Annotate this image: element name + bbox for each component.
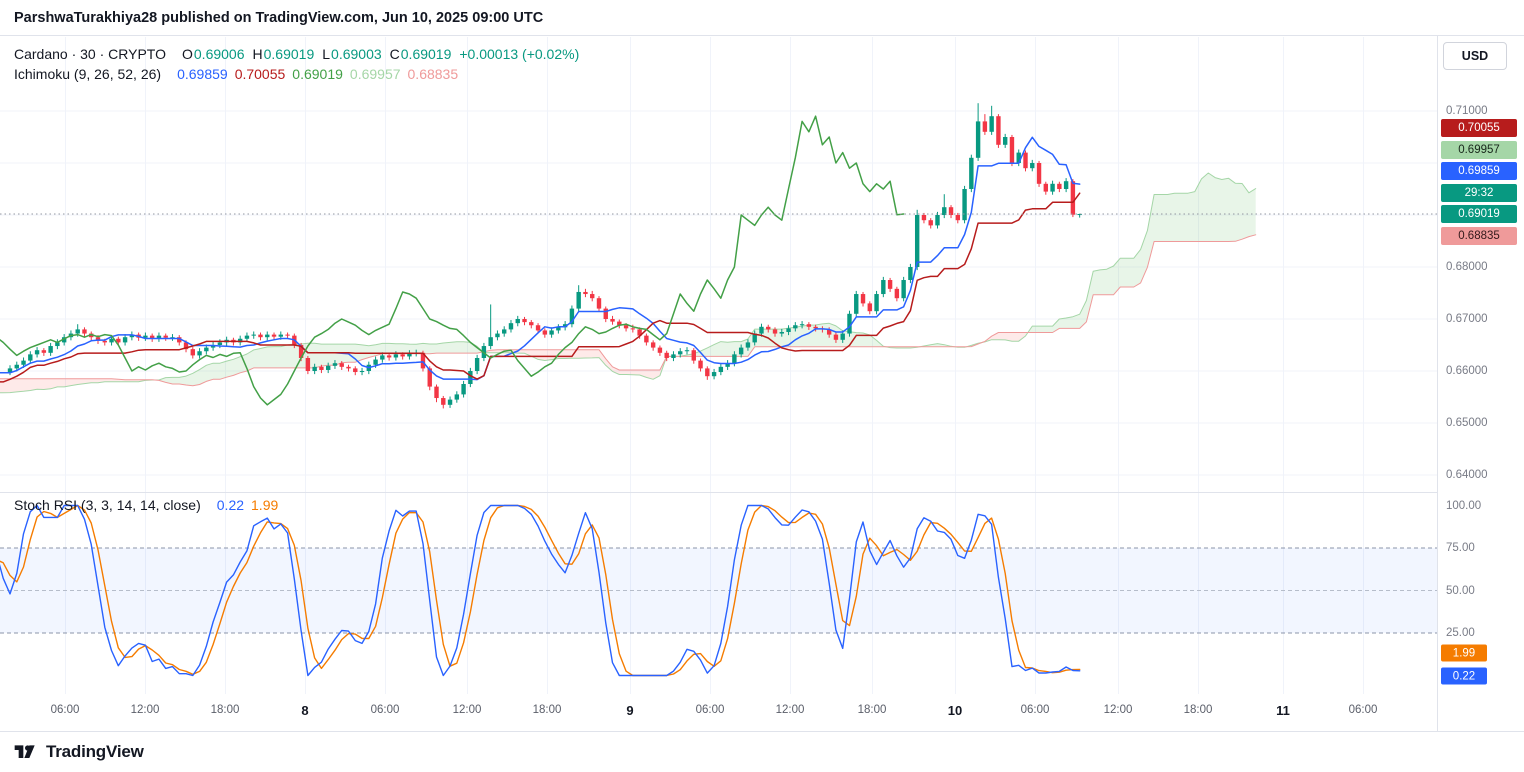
time-tick-day: 9 [626,703,634,718]
stoch-badge: 0.22 [1441,667,1487,685]
time-tick: 06:00 [695,704,725,716]
time-tick: 06:00 [1020,704,1050,716]
time-tick: 12:00 [130,704,160,716]
lagging-value: 0.69019 [292,66,343,82]
conversion-value: 0.69859 [177,66,228,82]
tradingview-wordmark[interactable]: TradingView [46,742,144,761]
publish-header: ParshwaTurakhiya28 published on TradingV… [0,0,1524,36]
low-value: 0.69003 [331,46,382,62]
open-value: 0.69006 [193,46,245,62]
pane-separator[interactable] [0,492,1524,493]
time-tick: 12:00 [775,704,805,716]
tradingview-logo-icon[interactable] [14,741,38,763]
time-tick: 06:00 [370,704,400,716]
change-value: +0.00013 (+0.02%) [459,46,580,62]
main-pane [0,103,1437,409]
time-tick: 18:00 [532,704,562,716]
stoch-rsi-title: Stoch RSI (3, 3, 14, 14, close) [14,497,201,513]
footer: TradingView [0,732,1524,772]
base-value: 0.70055 [234,66,286,82]
senkou-b-line [0,234,1257,387]
kijun-line [0,192,1081,383]
time-tick: 18:00 [210,704,240,716]
stoch-badge: 1.99 [1441,644,1487,662]
symbol-title: Cardano · 30 · CRYPTO [14,46,166,62]
price-scale[interactable]: USD 0.71000 0.68000 0.67000 0.66000 0.65000 0… [1437,36,1524,731]
stoch-scale-label: 100.00 [1446,500,1482,512]
open-label: O [182,46,193,62]
price-badge: 0.68835 [1441,227,1517,245]
time-tick-day: 11 [1276,703,1290,718]
time-tick-day: 10 [947,703,963,718]
price-scale-label: 0.66000 [1446,365,1488,377]
close-label: C [389,46,400,62]
ichimoku-legend[interactable]: Ichimoku (9, 26, 52, 26) 0.69859 0.70055 0.… [14,66,458,82]
stoch-d-value: 1.99 [251,497,279,513]
stoch-scale-label: 75.00 [1446,542,1475,554]
price-badge: 29:32 [1441,184,1517,202]
time-tick: 12:00 [1103,704,1133,716]
time-tick-day: 8 [301,703,309,718]
stoch-rsi-pane [0,504,1437,677]
price-scale-label: 0.64000 [1446,469,1488,481]
chart-canvas[interactable] [0,0,1524,732]
time-tick: 06:00 [1348,704,1378,716]
time-tick: 12:00 [452,704,482,716]
price-badge: 0.69859 [1441,162,1517,180]
chikou-line [0,115,905,406]
time-tick: 06:00 [50,704,80,716]
ichimoku-cloud [0,173,1256,393]
senkou-a-line [0,172,1257,394]
price-badge: 0.69957 [1441,141,1517,159]
price-badge: 0.70055 [1441,119,1517,137]
time-scale[interactable]: 06:00 12:00 18:00 8 06:00 12:00 18:00 9 06:00 12:… [0,695,1437,731]
price-badge: 0.69019 [1441,205,1517,223]
price-scale-label: 0.71000 [1446,105,1488,117]
gridlines [0,37,1437,694]
publish-text: ParshwaTurakhiya28 published on TradingV… [14,9,544,26]
candles [7,103,1082,409]
stoch-scale-label: 50.00 [1446,585,1475,597]
price-scale-label: 0.67000 [1446,313,1488,325]
stoch-rsi-legend[interactable]: Stoch RSI (3, 3, 14, 14, close) 0.22 1.99 [14,497,278,513]
price-scale-label: 0.68000 [1446,261,1488,273]
close-value: 0.69019 [400,46,452,62]
price-scale-label: 0.65000 [1446,417,1488,429]
ichimoku-title: Ichimoku (9, 26, 52, 26) [14,66,162,82]
symbol-legend[interactable]: Cardano · 30 · CRYPTO O0.69006 H0.69019 L0.… [14,46,579,62]
stoch-k-line [0,504,1081,677]
time-tick: 18:00 [857,704,887,716]
footer-separator [0,731,1524,732]
currency-toggle-button[interactable]: USD [1443,42,1507,70]
lead1-value: 0.69957 [349,66,401,82]
lead2-value: 0.68835 [407,66,459,82]
high-label: H [252,46,263,62]
high-value: 0.69019 [263,46,315,62]
tenkan-line [0,136,1081,381]
stoch-scale-label: 25.00 [1446,627,1475,639]
stoch-k-value: 0.22 [216,497,245,513]
low-label: L [322,46,331,62]
time-tick: 18:00 [1183,704,1213,716]
